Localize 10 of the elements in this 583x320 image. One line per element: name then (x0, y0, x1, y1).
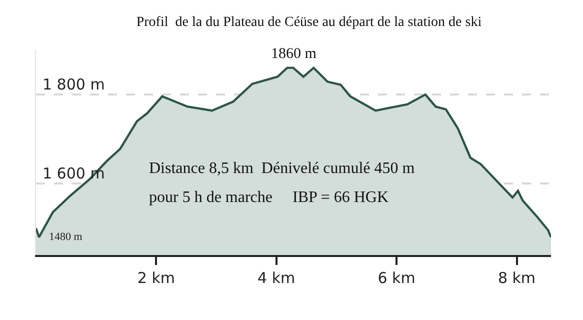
annotation: Distance 8,5 km Dénivelé cumulé 450 m (149, 160, 416, 177)
annotation: pour 5 h de marche IBP = 66 HGK (149, 189, 389, 206)
x-tick-label: 6 km (378, 269, 416, 287)
annotation: 1480 m (49, 231, 83, 243)
x-tick-label: 8 km (498, 269, 536, 287)
y-tick-label: 1 800 m (42, 75, 105, 94)
x-tick-label: 4 km (258, 269, 296, 287)
chart-title: Profil de la du Plateau de Céüse au départ de la station de ski (136, 14, 482, 30)
annotation: 1860 m (271, 46, 317, 62)
x-tick-label: 2 km (137, 269, 176, 287)
